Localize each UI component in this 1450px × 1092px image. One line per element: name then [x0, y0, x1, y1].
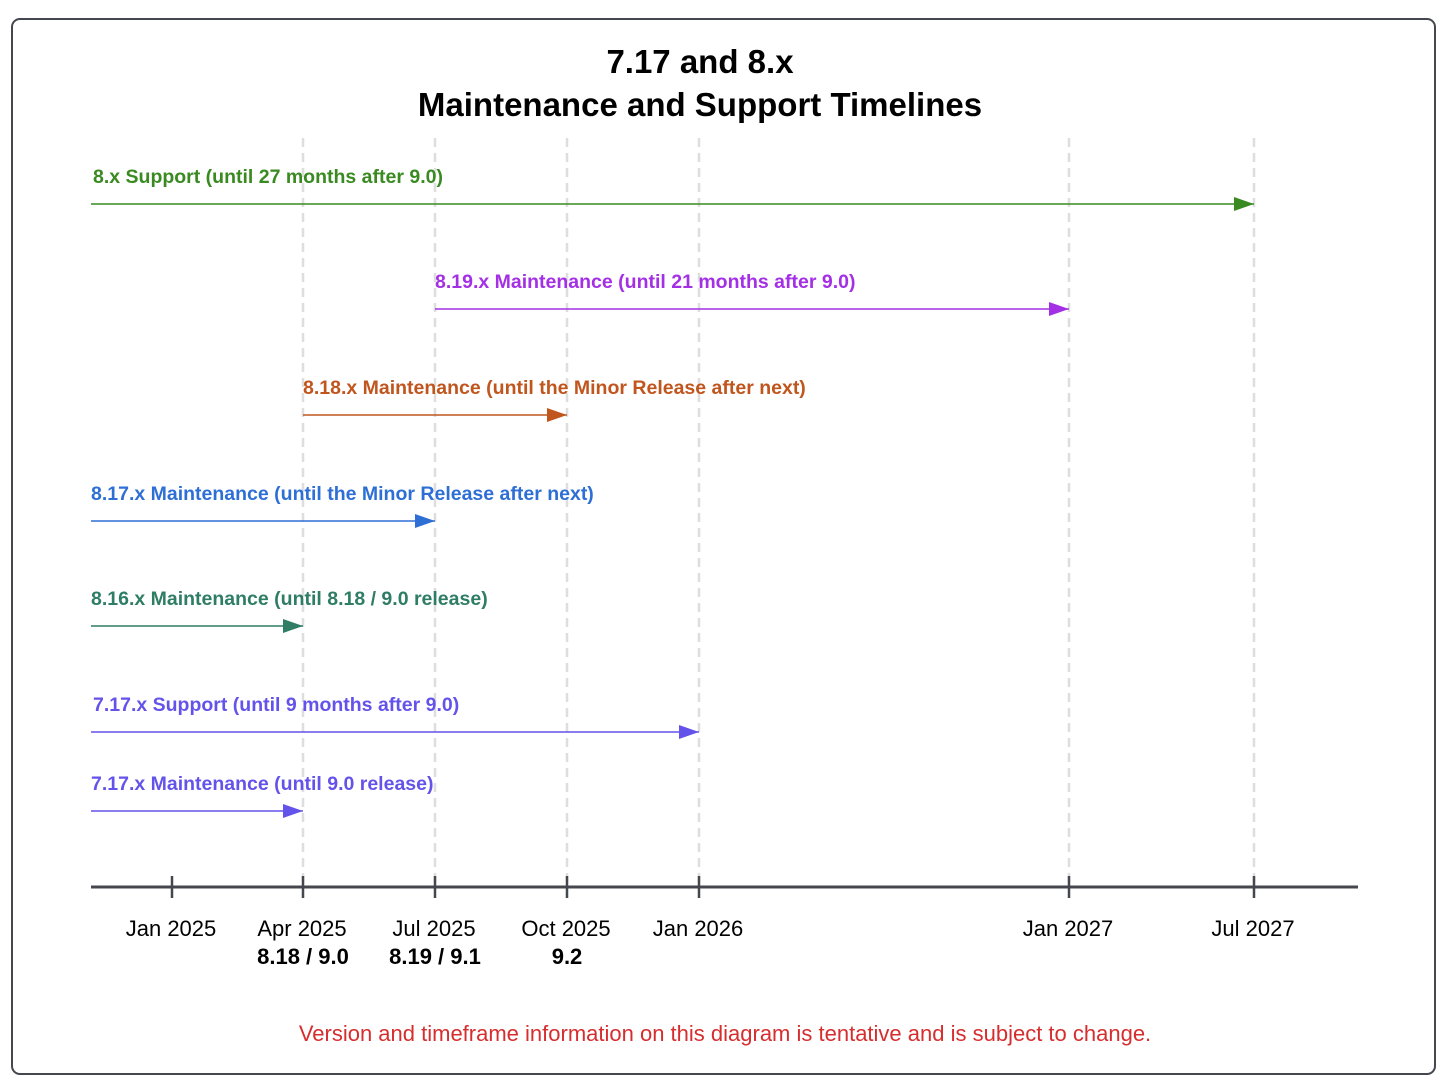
tick-label: Jul 2025 [392, 916, 475, 941]
gridlines [301, 138, 1256, 887]
timeline-bar-label: 8.x Support (until 27 months after 9.0) [93, 166, 443, 188]
tick-label: Jan 2025 [126, 916, 217, 941]
timeline-bars: 8.x Support (until 27 months after 9.0) 8… [91, 166, 1254, 818]
disclaimer-footnote: Version and timeframe information on thi… [299, 1021, 1151, 1046]
timeline-bar-label: 8.19.x Maintenance (until 21 months afte… [435, 271, 855, 293]
tick-label: Jan 2027 [1023, 916, 1114, 941]
timeline-bar-label: 7.17.x Support (until 9 months after 9.0… [93, 694, 459, 716]
tick-label: Apr 2025 [257, 916, 346, 941]
timeline-bar-label: 8.18.x Maintenance (until the Minor Rele… [303, 377, 806, 399]
diagram-title-line2: Maintenance and Support Timelines [418, 86, 982, 123]
tick-label: Jan 2026 [653, 916, 744, 941]
tick-label: Oct 2025 [521, 916, 610, 941]
axis-ticks: Jan 2025 Apr 2025 8.18 / 9.0 Jul 2025 8.19 /… [126, 876, 1295, 969]
timeline-bar-label: 8.17.x Maintenance (until the Minor Rele… [91, 483, 594, 505]
timeline-bar-label: 7.17.x Maintenance (until 9.0 release) [91, 773, 433, 795]
diagram-title-line1: 7.17 and 8.x [606, 43, 794, 80]
tick-label: Jul 2027 [1211, 916, 1294, 941]
diagram-frame [11, 18, 1436, 1075]
release-version-label: 8.19 / 9.1 [389, 944, 481, 969]
timeline-bar-label: 8.16.x Maintenance (until 8.18 / 9.0 rel… [91, 588, 488, 610]
release-version-label: 8.18 / 9.0 [257, 944, 349, 969]
release-version-label: 9.2 [552, 944, 583, 969]
